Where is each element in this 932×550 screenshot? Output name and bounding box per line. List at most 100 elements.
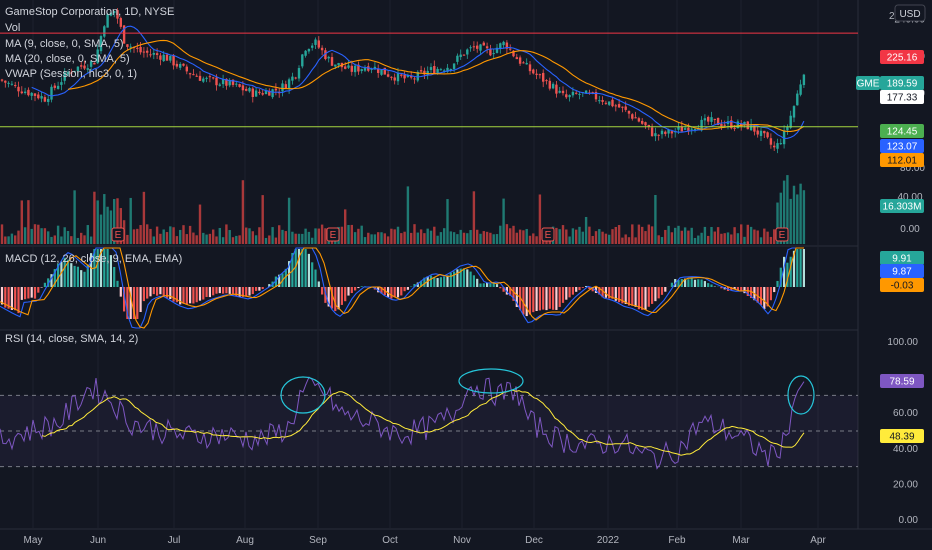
volume-bar <box>218 227 221 244</box>
candle-body <box>380 69 383 75</box>
indicator-ma20-label[interactable]: MA (20, close, 0, SMA, 5) <box>5 53 130 65</box>
time-axis-label: May <box>24 535 43 546</box>
indicator-vol-label[interactable]: Vol <box>5 22 21 34</box>
candle-body <box>231 79 235 85</box>
macd-badge-label: 9.87 <box>892 267 912 278</box>
candle-body <box>113 10 116 13</box>
volume-bar <box>99 214 103 244</box>
macd-hist-bar <box>327 287 330 307</box>
volume-bar <box>416 232 419 244</box>
volume-bar <box>60 236 63 244</box>
volume-bar <box>766 231 769 244</box>
candle-body <box>413 78 416 80</box>
volume-bar <box>367 232 370 244</box>
candle-body <box>469 47 472 49</box>
candle-body <box>205 77 208 79</box>
macd-hist-bar <box>393 287 396 298</box>
macd-hist-bar <box>337 287 340 310</box>
candle-body <box>730 120 733 129</box>
indicator-ma9-label[interactable]: MA (9, close, 0, SMA, 5) <box>5 38 124 50</box>
volume-bar <box>396 226 400 244</box>
time-axis-label: Sep <box>309 535 327 546</box>
candle-body <box>525 62 528 65</box>
macd-hist-bar <box>192 287 195 304</box>
price-badge <box>880 76 924 90</box>
volume-bar <box>588 226 591 244</box>
volume-bar <box>466 233 469 244</box>
candle-body <box>192 74 195 76</box>
macd-hist-bar <box>66 259 70 287</box>
volume-bar <box>759 237 763 244</box>
macd-label[interactable]: MACD (12, 26, close, 9, EMA, EMA) <box>5 253 183 265</box>
candle-body <box>509 48 512 50</box>
candle-body <box>258 91 261 94</box>
macd-hist-bar <box>241 287 244 297</box>
candle-body <box>179 63 182 68</box>
candle-body <box>198 75 202 81</box>
candle-body <box>802 74 806 86</box>
candle-body <box>512 50 515 57</box>
macd-badge <box>880 278 924 292</box>
candle-body <box>274 88 278 91</box>
candle-body <box>608 101 611 105</box>
macd-hist-bar <box>248 287 251 296</box>
macd-hist-bar <box>215 287 218 294</box>
macd-hist-bar <box>17 287 20 314</box>
candle-body <box>551 83 555 89</box>
candle-body <box>93 62 96 65</box>
candle-body <box>155 53 159 55</box>
macd-hist-bar <box>614 287 617 301</box>
macd-hist-bar <box>677 280 680 287</box>
volume-bar <box>370 234 373 244</box>
candle-body <box>522 62 525 64</box>
macd-hist-bar <box>462 268 466 287</box>
volume-bar <box>654 194 657 244</box>
volume-bar <box>782 180 786 244</box>
volume-bar <box>132 229 136 244</box>
candle-body <box>542 72 545 82</box>
macd-hist-bar <box>103 249 106 287</box>
indicator-vwap-label[interactable]: VWAP (Session, hlc3, 0, 1) <box>5 68 138 80</box>
macd-hist-bar <box>783 256 786 287</box>
volume-bar <box>360 225 363 244</box>
volume-bar <box>482 231 485 244</box>
macd-hist-bar <box>139 287 142 313</box>
rsi-label[interactable]: RSI (14, close, SMA, 14, 2) <box>5 333 139 345</box>
candle-body <box>489 49 492 56</box>
candle-body <box>538 74 542 76</box>
candle-body <box>565 94 568 98</box>
macd-hist-bar <box>284 268 287 287</box>
price-badge <box>880 90 924 104</box>
macd-hist-bar <box>558 287 561 307</box>
volume-bar <box>472 191 476 244</box>
volume-bar <box>56 225 60 244</box>
volume-bar <box>344 209 347 244</box>
candle-body <box>23 91 27 94</box>
candle-body <box>208 76 212 78</box>
candle-body <box>360 69 363 72</box>
candle-body <box>776 143 779 149</box>
volume-bar <box>228 230 231 244</box>
candle-body <box>344 66 347 69</box>
price-badge-label: 124.45 <box>887 127 918 138</box>
price-tick-label: 80.00 <box>900 163 925 174</box>
candle-body <box>122 25 126 44</box>
symbol-title[interactable]: GameStop Corporation, 1D, NYSE <box>5 6 175 18</box>
candle-body <box>634 117 637 119</box>
macd-hist-bar <box>175 287 178 303</box>
candle-body <box>383 67 386 75</box>
candle-body <box>182 63 185 66</box>
volume-bar <box>70 236 73 244</box>
macd-hist-bar <box>317 281 320 287</box>
macd-hist-bar <box>189 287 192 304</box>
macd-hist-bar <box>565 287 568 300</box>
candle-body <box>268 90 271 96</box>
macd-hist-bar <box>624 287 627 304</box>
macd-hist-bar <box>63 257 66 287</box>
macd-hist-bar <box>33 287 37 299</box>
macd-hist-bar <box>476 278 479 287</box>
candle-body <box>393 77 396 81</box>
volume-bar <box>96 200 99 244</box>
candle-body <box>225 78 228 86</box>
